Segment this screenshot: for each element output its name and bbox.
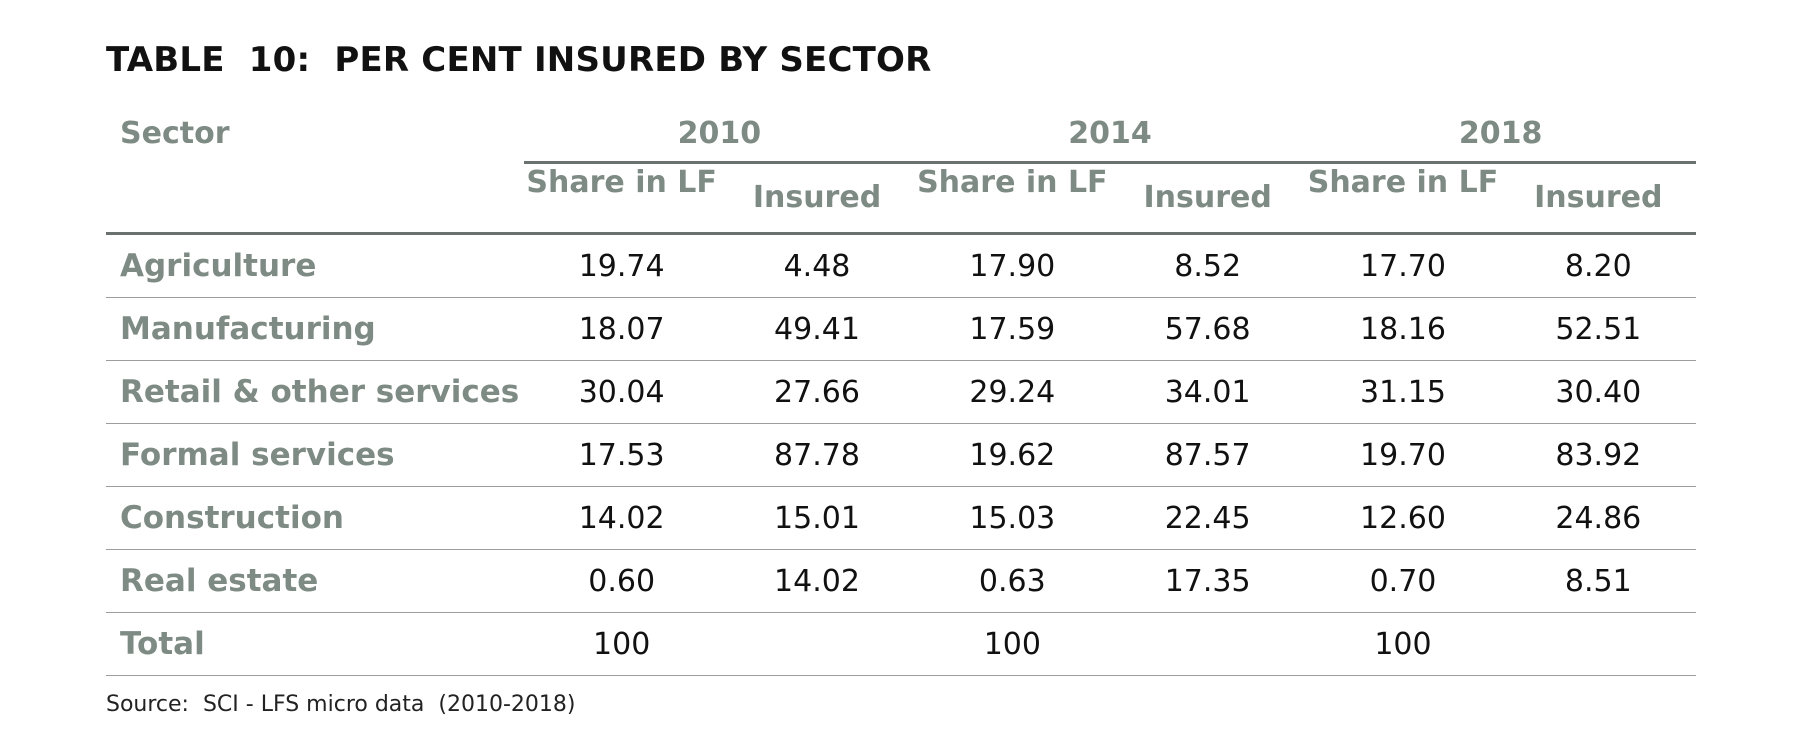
insured-header: Insured	[719, 162, 915, 235]
table-row: Total 100 100 100	[106, 612, 1696, 676]
insured-cell: 27.66	[719, 360, 915, 424]
year-header-2010: 2010	[524, 105, 915, 164]
sector-label: Manufacturing	[106, 297, 524, 361]
sector-label: Formal services	[106, 423, 524, 487]
table-row: Formal services 17.53 87.78 19.62 87.57 19.70…	[106, 423, 1696, 487]
share-in-lf-cell: 100	[1305, 612, 1501, 676]
insured-cell: 15.01	[719, 486, 915, 550]
insured-by-sector-table: Sector 2010 2014 2018 Share in LF Insure…	[106, 105, 1696, 676]
table-body: Agriculture 19.74 4.48 17.90 8.52 17.70 8.20 Ma…	[106, 233, 1696, 676]
year-header-2014: 2014	[914, 105, 1306, 164]
insured-header: Insured	[1500, 162, 1696, 235]
insured-cell: 30.40	[1500, 360, 1696, 424]
insured-cell: 49.41	[719, 297, 915, 361]
source-note: Source: SCI - LFS micro data (2010-2018)	[106, 692, 576, 717]
insured-cell: 34.01	[1109, 360, 1306, 424]
insured-cell: 57.68	[1109, 297, 1306, 361]
insured-cell: 83.92	[1500, 423, 1696, 487]
share-in-lf-cell: 0.60	[524, 549, 720, 613]
table-row: Real estate 0.60 14.02 0.63 17.35 0.70 8.51	[106, 549, 1696, 613]
insured-cell: 52.51	[1500, 297, 1696, 361]
insured-cell: 17.35	[1109, 549, 1306, 613]
insured-cell: 87.78	[719, 423, 915, 487]
share-in-lf-cell: 18.16	[1305, 297, 1501, 361]
insured-cell: 87.57	[1109, 423, 1306, 487]
share-in-lf-cell: 18.07	[524, 297, 720, 361]
insured-cell	[719, 612, 915, 676]
insured-cell: 8.20	[1500, 233, 1696, 298]
table-row: Retail & other services 30.04 27.66 29.24 34…	[106, 360, 1696, 424]
share-in-lf-cell: 0.70	[1305, 549, 1501, 613]
share-in-lf-cell: 12.60	[1305, 486, 1501, 550]
insured-cell: 14.02	[719, 549, 915, 613]
insured-cell: 22.45	[1109, 486, 1306, 550]
subheader-blank	[106, 162, 524, 235]
share-in-lf-cell: 17.59	[914, 297, 1110, 361]
year-header-2018: 2018	[1305, 105, 1696, 164]
share-in-lf-cell: 17.53	[524, 423, 720, 487]
share-in-lf-cell: 17.70	[1305, 233, 1501, 298]
insured-cell	[1500, 612, 1696, 676]
share-in-lf-cell: 19.74	[524, 233, 720, 298]
year-header-row: Sector 2010 2014 2018	[106, 105, 1696, 164]
table-row: Agriculture 19.74 4.48 17.90 8.52 17.70 8.20	[106, 233, 1696, 298]
sector-label: Retail & other services	[106, 360, 524, 424]
table-row: Construction 14.02 15.01 15.03 22.45 12.60 24.…	[106, 486, 1696, 550]
share-in-lf-cell: 31.15	[1305, 360, 1501, 424]
share-in-lf-cell: 30.04	[524, 360, 720, 424]
subheader-row: Share in LF Insured Share in LF Insured …	[106, 162, 1696, 235]
share-in-lf-header: Share in LF	[1305, 162, 1501, 235]
table-title: TABLE 10: PER CENT INSURED BY SECTOR	[106, 40, 932, 80]
share-in-lf-cell: 14.02	[524, 486, 720, 550]
insured-cell: 24.86	[1500, 486, 1696, 550]
share-in-lf-cell: 19.70	[1305, 423, 1501, 487]
insured-cell: 4.48	[719, 233, 915, 298]
share-in-lf-cell: 100	[524, 612, 720, 676]
share-in-lf-cell: 29.24	[914, 360, 1110, 424]
share-in-lf-cell: 17.90	[914, 233, 1110, 298]
share-in-lf-cell: 0.63	[914, 549, 1110, 613]
share-in-lf-cell: 100	[914, 612, 1110, 676]
insured-cell: 8.52	[1109, 233, 1306, 298]
insured-cell	[1109, 612, 1306, 676]
sector-label: Construction	[106, 486, 524, 550]
insured-cell: 8.51	[1500, 549, 1696, 613]
sector-column-header: Sector	[120, 116, 230, 152]
share-in-lf-cell: 15.03	[914, 486, 1110, 550]
table-row: Manufacturing 18.07 49.41 17.59 57.68 18.16 52…	[106, 297, 1696, 361]
sector-label: Real estate	[106, 549, 524, 613]
insured-header: Insured	[1109, 162, 1306, 235]
share-in-lf-cell: 19.62	[914, 423, 1110, 487]
sector-label: Total	[106, 612, 524, 676]
share-in-lf-header: Share in LF	[524, 162, 720, 235]
sector-label: Agriculture	[106, 233, 524, 298]
share-in-lf-header: Share in LF	[914, 162, 1110, 235]
